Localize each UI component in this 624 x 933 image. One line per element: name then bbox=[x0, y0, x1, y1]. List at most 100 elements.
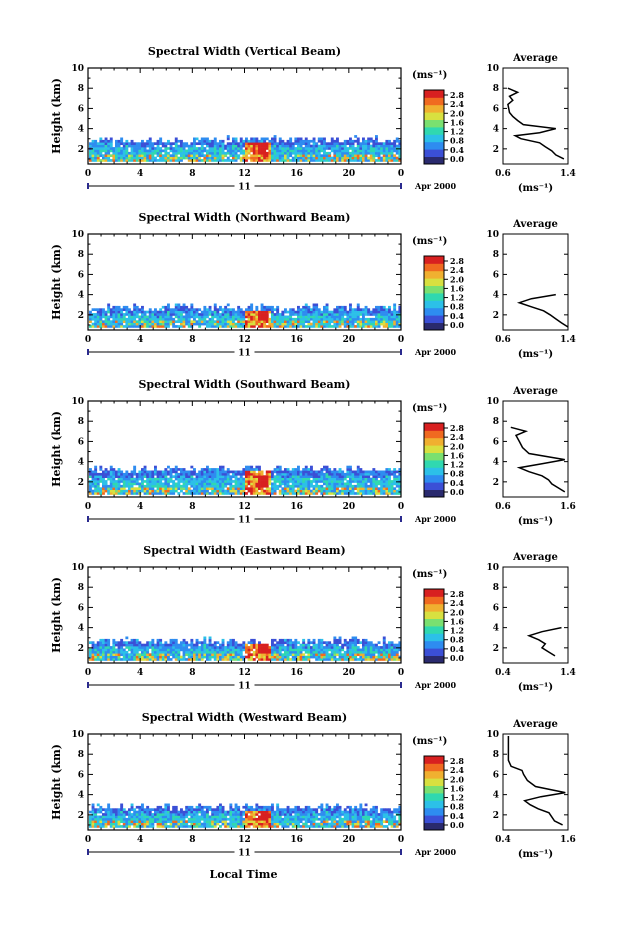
heatmap-cell bbox=[201, 483, 204, 486]
heatmap-cell bbox=[94, 818, 97, 821]
heatmap-cell bbox=[331, 649, 334, 652]
heatmap-cell bbox=[136, 658, 139, 661]
heatmap-cell bbox=[370, 145, 373, 148]
heatmap-cell bbox=[222, 150, 225, 153]
heatmap-cell bbox=[159, 473, 162, 476]
heatmap-cell bbox=[326, 478, 329, 481]
heatmap-cell bbox=[263, 142, 266, 145]
heatmap-cell bbox=[102, 653, 105, 656]
heatmap-cell bbox=[248, 147, 251, 150]
heatmap-cell bbox=[222, 475, 225, 478]
heatmap-cell bbox=[92, 157, 95, 160]
heatmap-cell bbox=[297, 313, 300, 316]
heatmap-cell bbox=[372, 483, 375, 486]
heatmap-cell bbox=[149, 154, 152, 157]
heatmap-cell bbox=[206, 152, 209, 155]
heatmap-cell bbox=[170, 487, 173, 490]
heatmap-cell bbox=[346, 649, 349, 652]
heatmap-cell bbox=[172, 651, 175, 654]
heatmap-cell bbox=[318, 318, 321, 321]
heatmap-cell bbox=[370, 473, 373, 476]
heatmap-cell bbox=[133, 473, 136, 476]
heatmap-cell bbox=[383, 147, 386, 150]
heatmap-cell bbox=[271, 154, 274, 157]
heatmap-cell bbox=[305, 468, 308, 471]
heatmap-cell bbox=[357, 150, 360, 153]
heatmap-cell bbox=[250, 325, 253, 328]
heatmap-cell bbox=[362, 480, 365, 483]
heatmap-cell bbox=[385, 152, 388, 155]
heatmap-cell bbox=[219, 485, 222, 488]
heatmap-cell bbox=[261, 490, 264, 493]
heatmap-cell bbox=[203, 471, 206, 474]
heatmap-cell bbox=[203, 468, 206, 471]
y-tick-label: 2 bbox=[78, 145, 84, 155]
heatmap-cell bbox=[177, 653, 180, 656]
heatmap-cell bbox=[157, 475, 160, 478]
heatmap-cell bbox=[190, 641, 193, 644]
heatmap-cell bbox=[289, 471, 292, 474]
heatmap-cell bbox=[97, 483, 100, 486]
heatmap-cell bbox=[146, 825, 149, 828]
heatmap-cell bbox=[146, 487, 149, 490]
heatmap-cell bbox=[294, 480, 297, 483]
heatmap-cell bbox=[313, 471, 316, 474]
heatmap-cell bbox=[112, 471, 115, 474]
heatmap-cell bbox=[258, 649, 261, 652]
heatmap-cell bbox=[162, 656, 165, 659]
heatmap-cell bbox=[229, 658, 232, 661]
heatmap-cell bbox=[315, 487, 318, 490]
heatmap-cell bbox=[154, 658, 157, 661]
heatmap-cell bbox=[154, 492, 157, 495]
heatmap-cell bbox=[253, 475, 256, 478]
heatmap-cell bbox=[172, 157, 175, 160]
heatmap-cell bbox=[170, 318, 173, 321]
heatmap-cell bbox=[326, 157, 329, 160]
heatmap-cell bbox=[237, 157, 240, 160]
heatmap-cell bbox=[300, 490, 303, 493]
heatmap-cell bbox=[107, 641, 110, 644]
heatmap-cell bbox=[201, 154, 204, 157]
heatmap-cell bbox=[110, 646, 113, 649]
heatmap-cell bbox=[276, 478, 279, 481]
heatmap-cell bbox=[237, 487, 240, 490]
heatmap-cell bbox=[214, 475, 217, 478]
heatmap-cell bbox=[237, 644, 240, 647]
heatmap-cell bbox=[365, 478, 368, 481]
heatmap-cell bbox=[123, 154, 126, 157]
heatmap-cell bbox=[209, 311, 212, 314]
heatmap-cell bbox=[94, 313, 97, 316]
heatmap-cell bbox=[89, 641, 92, 644]
heatmap-cell bbox=[339, 658, 342, 661]
heatmap-cell bbox=[344, 142, 347, 145]
heatmap-cell bbox=[105, 808, 108, 811]
heatmap-cell bbox=[222, 311, 225, 314]
heatmap-cell bbox=[235, 487, 238, 490]
heatmap-cell bbox=[120, 653, 123, 656]
heatmap-cell bbox=[274, 658, 277, 661]
heatmap-cell bbox=[149, 473, 152, 476]
heatmap-cell bbox=[393, 320, 396, 323]
heatmap-cell bbox=[216, 147, 219, 150]
heatmap-cell bbox=[107, 323, 110, 326]
heatmap-cell bbox=[250, 320, 253, 323]
heatmap-cell bbox=[144, 825, 147, 828]
heatmap-cell bbox=[92, 823, 95, 826]
heatmap-cell bbox=[115, 147, 118, 150]
heatmap-cell bbox=[216, 651, 219, 654]
heatmap-cell bbox=[344, 475, 347, 478]
heatmap-cell bbox=[136, 487, 139, 490]
heatmap-cell bbox=[172, 311, 175, 314]
heatmap-cell bbox=[248, 468, 251, 471]
heatmap-cell bbox=[279, 145, 282, 148]
heatmap-cell bbox=[253, 471, 256, 474]
heatmap-cell bbox=[240, 142, 243, 145]
average-profile-line bbox=[511, 427, 565, 492]
heatmap-cell bbox=[203, 651, 206, 654]
heatmap-cell bbox=[393, 480, 396, 483]
heatmap-cell bbox=[172, 811, 175, 814]
heatmap-cell bbox=[105, 487, 108, 490]
heatmap-cell bbox=[133, 813, 136, 816]
heatmap-cell bbox=[146, 316, 149, 319]
heatmap-cell bbox=[196, 308, 199, 311]
